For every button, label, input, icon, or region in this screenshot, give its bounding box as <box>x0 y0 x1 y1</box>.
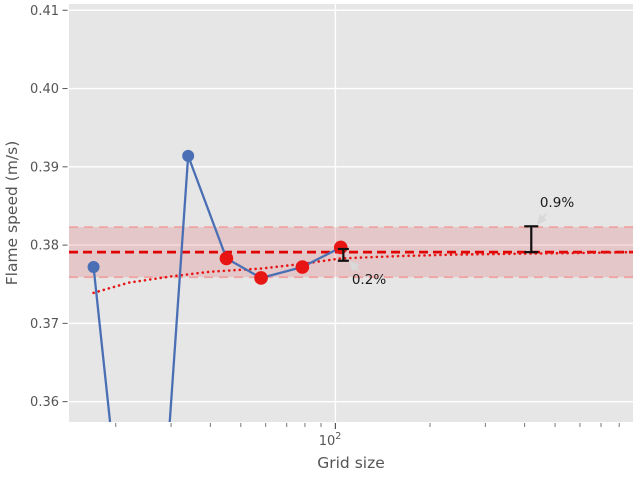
y-tick-label: 0.39 <box>30 160 59 175</box>
x-major-tick-label: 102 <box>319 431 342 449</box>
annotation-arrow-lower <box>348 260 360 272</box>
converged-point <box>333 240 348 255</box>
y-tick-label: 0.41 <box>30 4 59 19</box>
fit-curve <box>92 250 633 295</box>
annotation-point-uncertainty-label: 0.2% <box>352 272 386 288</box>
y-tick-label: 0.36 <box>30 395 59 410</box>
simulation-point <box>182 149 195 162</box>
annotation-band-uncertainty-label: 0.9% <box>540 195 574 211</box>
simulation-point <box>87 261 100 274</box>
error-bar-0.9% <box>524 225 539 254</box>
annotation-arrow-upper <box>537 213 548 225</box>
y-axis-label: Flame speed (m/s) <box>3 141 21 286</box>
converged-point <box>295 260 310 274</box>
y-tick-label: 0.38 <box>30 239 59 254</box>
x-axis-label: Grid size <box>317 454 385 472</box>
error-bar-layer <box>337 225 539 262</box>
uncertainty-band-layer <box>69 226 633 279</box>
plot-background-layer <box>69 4 633 422</box>
error-bar-0.2% <box>337 247 349 262</box>
plot-background <box>69 4 633 422</box>
y-tick-label: 0.37 <box>30 317 59 332</box>
converged-point <box>254 271 268 285</box>
y-tick-label: 0.40 <box>30 82 59 97</box>
converged-point <box>219 251 234 266</box>
axis-tick-layer: 0.36 0.37 0.38 0.39 0.40 0.41 <box>30 4 620 429</box>
